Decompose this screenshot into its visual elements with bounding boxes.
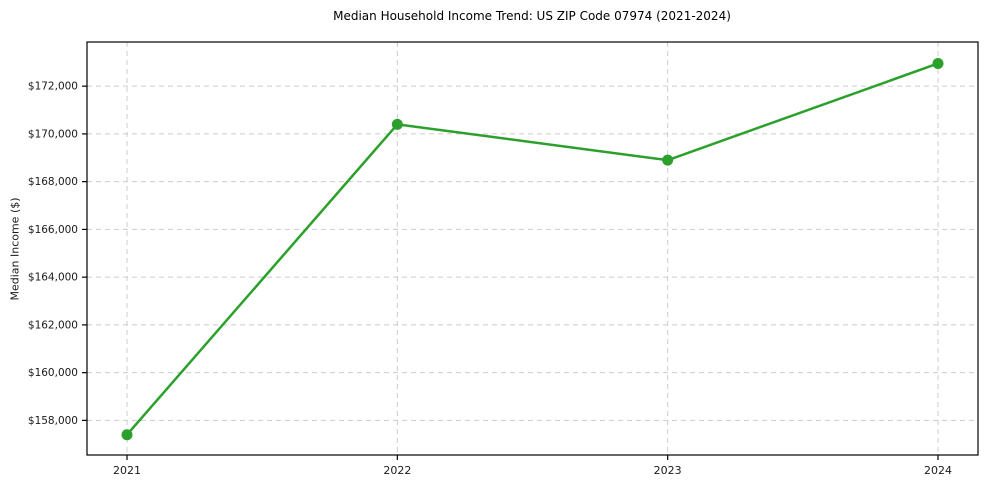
y-tick-label: $170,000 [28,128,78,140]
y-tick-label: $164,000 [28,272,78,284]
x-tick-label: 2024 [924,464,952,477]
plot-border [86,41,979,456]
data-point-2023 [662,154,674,166]
trend-line [125,62,940,436]
x-tick-label: 2023 [654,464,682,477]
y-tick-label: $172,000 [28,81,78,93]
y-tick-label: $162,000 [28,319,78,331]
y-tick-label: $166,000 [28,224,78,236]
data-point-2022 [391,118,403,130]
y-tick-label: $168,000 [28,176,78,188]
chart-title: Median Household Income Trend: US ZIP Co… [333,9,731,23]
y-tick-label: $158,000 [28,415,78,427]
x-tick-label: 2022 [383,464,411,477]
x-tick-label: 2021 [113,464,141,477]
data-point-2024 [932,57,944,69]
y-tick-label: $160,000 [28,367,78,379]
data-point-2021 [121,429,133,441]
